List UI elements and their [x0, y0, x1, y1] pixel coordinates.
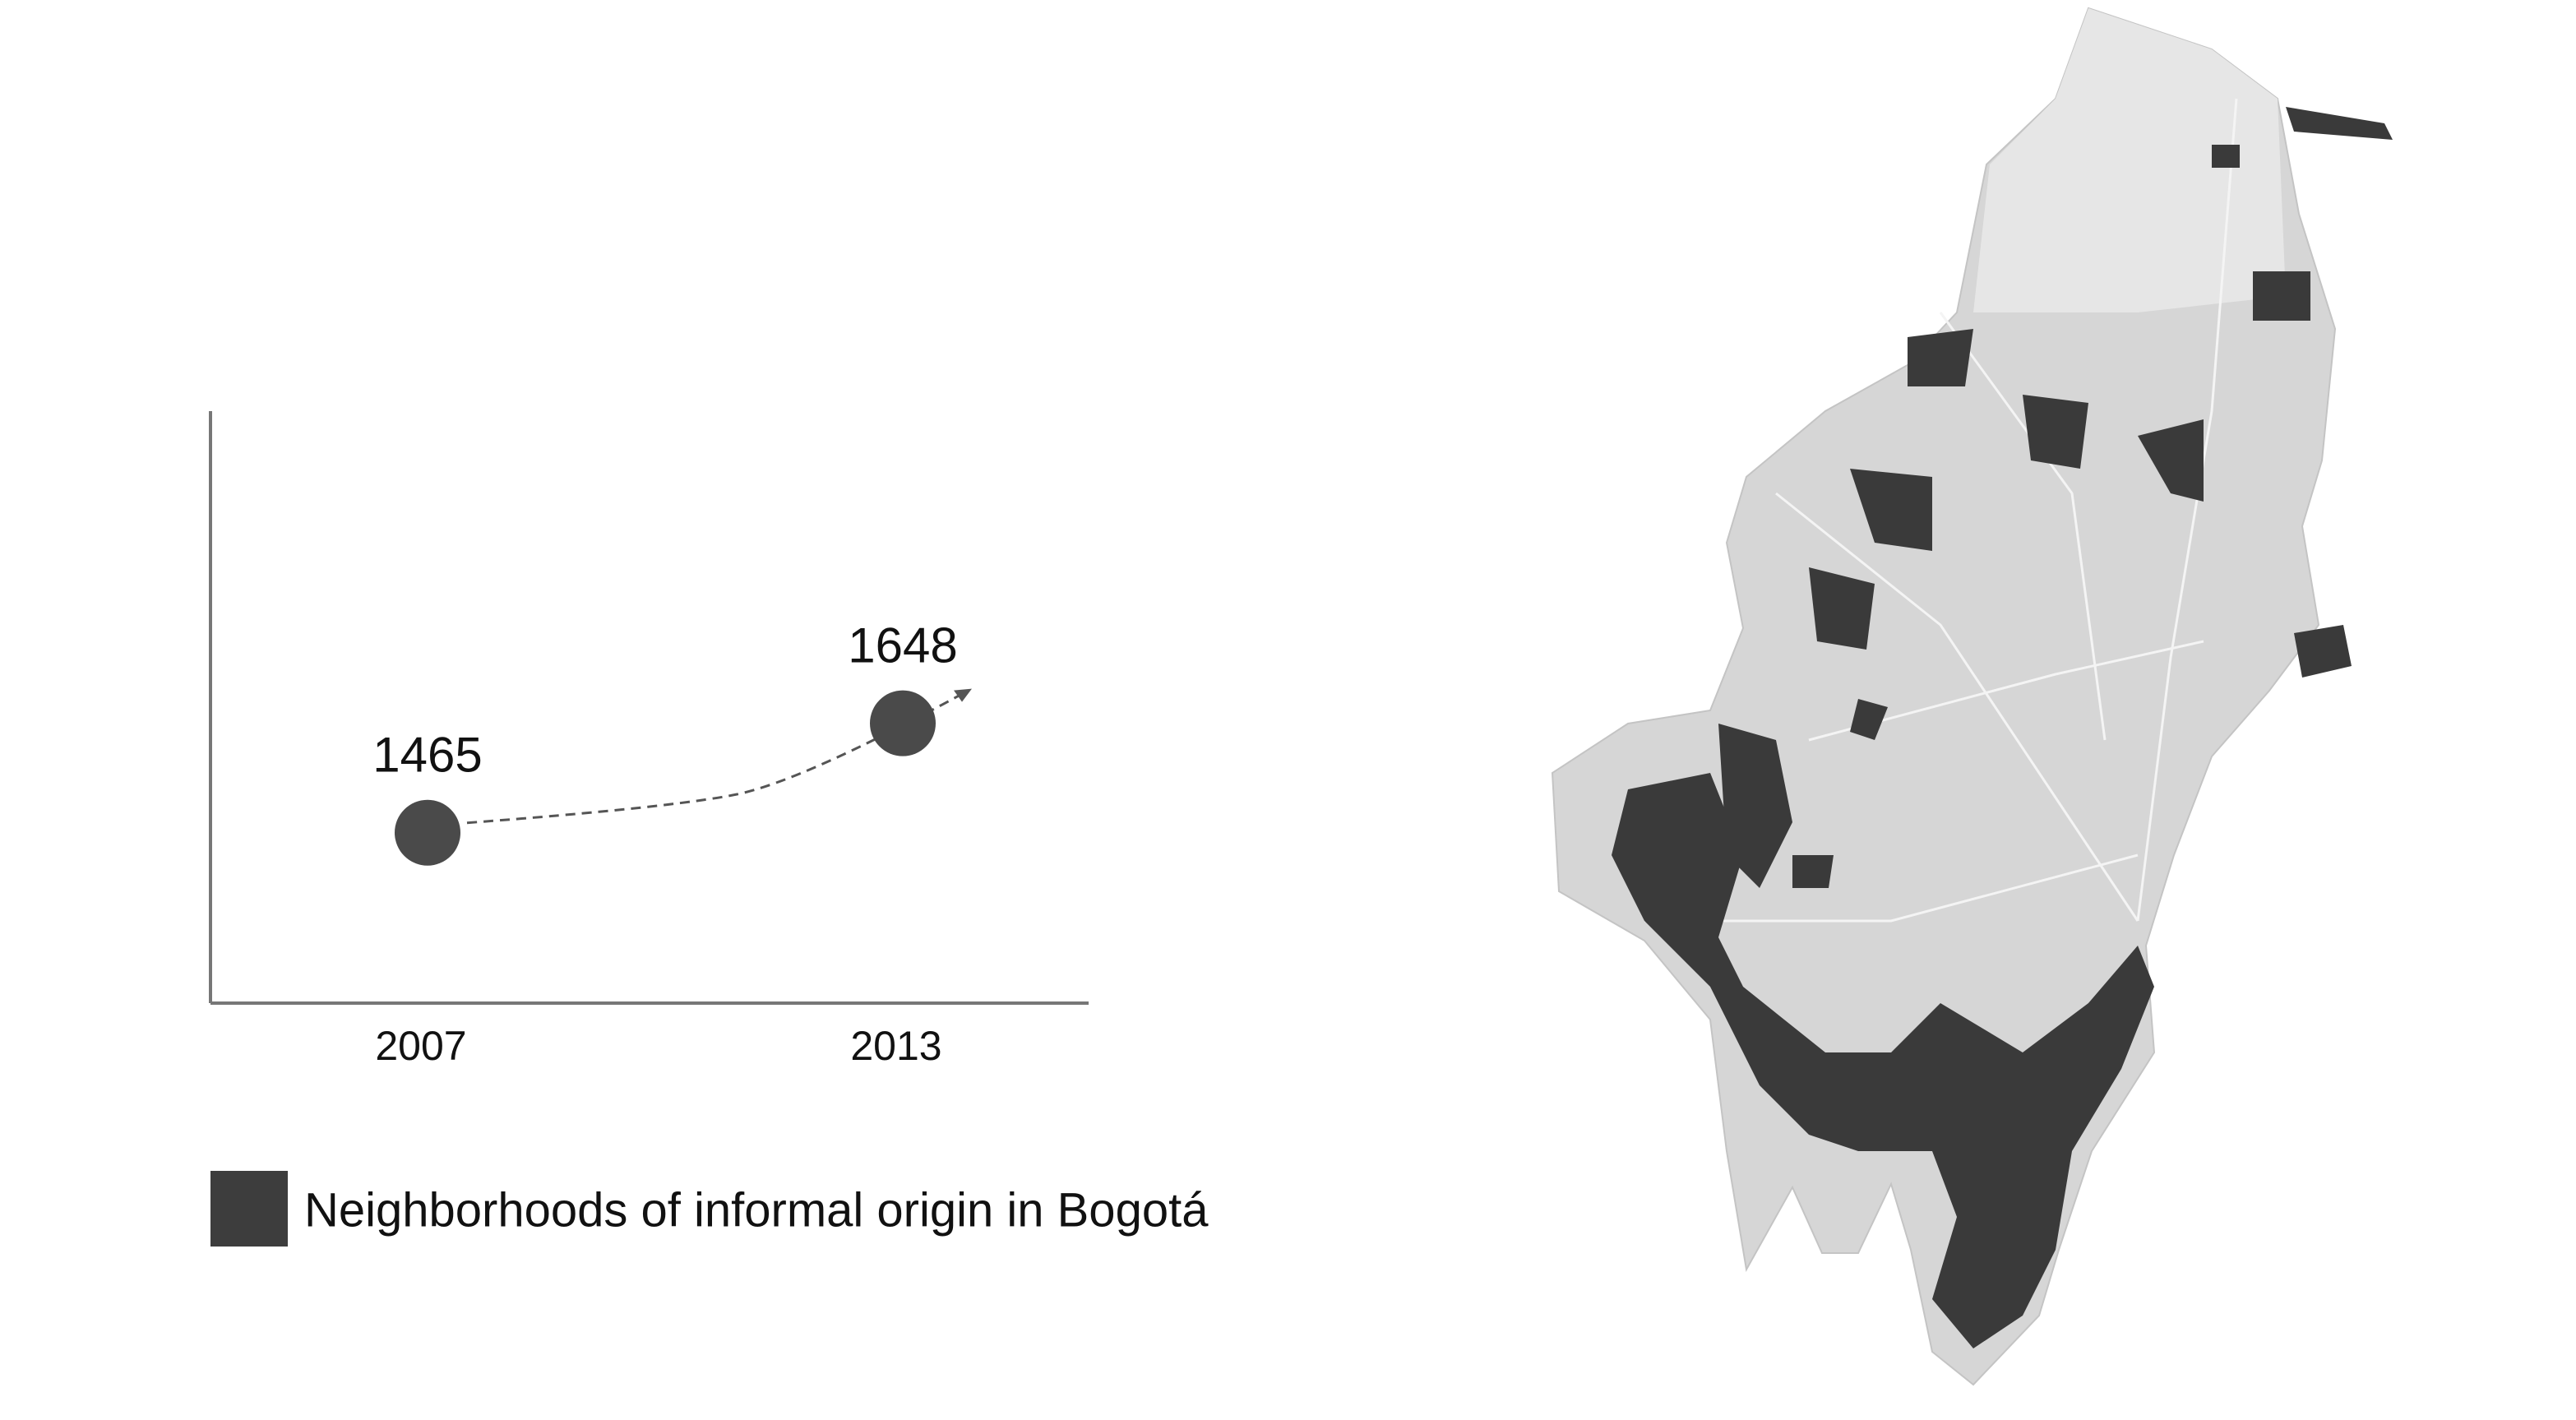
area: [1908, 329, 1973, 386]
area: [1792, 855, 1834, 888]
trend-line: [466, 689, 969, 825]
road: [1644, 853, 2139, 923]
area: [1718, 724, 1792, 888]
area: [2138, 419, 2204, 502]
city-shade: [1973, 8, 2286, 312]
informal-areas: [1612, 107, 2393, 1348]
area: [2023, 395, 2088, 469]
point: [870, 690, 936, 756]
area: [2253, 271, 2310, 321]
area: [2294, 625, 2352, 678]
road: [1775, 492, 2139, 922]
area: [2286, 107, 2393, 140]
x-tick-label: 2013: [850, 1023, 941, 1069]
legend-swatch: [210, 1171, 288, 1247]
area: [1850, 469, 1932, 551]
value-label: 1465: [372, 728, 482, 783]
x-tick-label: 2007: [375, 1023, 466, 1069]
area: [1809, 567, 1875, 650]
area: [2212, 145, 2240, 168]
road: [1939, 312, 2107, 741]
value-label: 1648: [848, 617, 957, 673]
map: [1551, 7, 2393, 1386]
roads: [1644, 98, 2238, 923]
road: [2136, 98, 2238, 922]
trend-arrowhead: [954, 688, 972, 702]
point: [395, 799, 460, 866]
road: [1808, 640, 2204, 742]
area: [1612, 773, 2154, 1348]
legend-label: Neighborhoods of informal origin in Bogo…: [304, 1183, 1209, 1237]
area: [1850, 699, 1888, 740]
